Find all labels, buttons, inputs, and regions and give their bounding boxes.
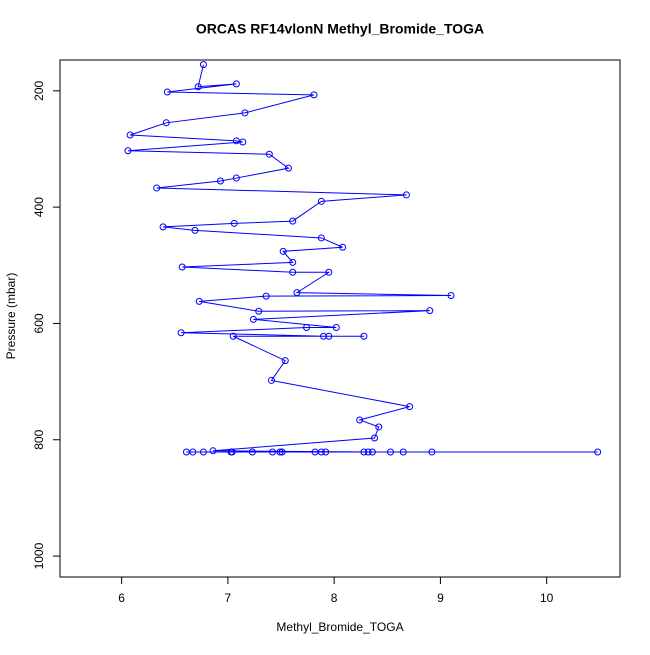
data-point (426, 307, 434, 315)
data-point (153, 184, 161, 192)
data-point (230, 219, 238, 227)
data-point (262, 292, 270, 300)
data-point (279, 247, 287, 255)
data-point (162, 119, 170, 127)
data-point (406, 403, 414, 411)
data-point (364, 448, 372, 456)
data-point (228, 448, 236, 456)
data-point (248, 448, 256, 456)
x-axis-label: Methyl_Bromide_TOGA (276, 620, 403, 634)
y-tick-label: 800 (32, 429, 46, 449)
data-point (232, 137, 240, 145)
data-point (239, 138, 247, 146)
data-point (402, 191, 410, 199)
data-point (293, 289, 301, 297)
x-tick-label: 8 (331, 591, 338, 605)
data-point (325, 332, 333, 340)
x-tick-label: 6 (118, 591, 125, 605)
data-point (375, 423, 383, 431)
data-point (276, 448, 284, 456)
data-point (163, 88, 171, 96)
data-point (360, 448, 368, 456)
data-point (199, 448, 207, 456)
data-point (339, 243, 347, 251)
data-point (371, 434, 379, 442)
data-point (320, 332, 328, 340)
data-point (310, 91, 318, 99)
data-point (289, 217, 297, 225)
data-point (368, 448, 376, 456)
data-point (356, 416, 364, 424)
data-point (447, 292, 455, 300)
data-point (278, 448, 286, 456)
data-point (303, 324, 311, 332)
data-point (269, 448, 277, 456)
x-tick-label: 7 (225, 591, 232, 605)
data-point (284, 164, 292, 172)
data-point (325, 268, 333, 276)
data-point (332, 324, 340, 332)
data-point (124, 147, 132, 155)
data-point (428, 448, 436, 456)
y-tick-label: 600 (32, 313, 46, 333)
data-point (195, 297, 203, 305)
data-point (159, 223, 167, 231)
data-point (317, 197, 325, 205)
y-tick-label: 400 (32, 197, 46, 217)
data-point (216, 177, 224, 185)
data-point (232, 174, 240, 182)
data-point (360, 332, 368, 340)
x-tick-label: 10 (540, 591, 554, 605)
data-point (399, 448, 407, 456)
data-point (178, 263, 186, 271)
data-point (265, 150, 273, 158)
data-point (311, 448, 319, 456)
data-point (594, 448, 602, 456)
y-tick-label: 200 (32, 80, 46, 100)
data-point (189, 448, 197, 456)
data-point (322, 448, 330, 456)
chart-title: ORCAS RF14vlonN Methyl_Bromide_TOGA (196, 21, 484, 37)
data-point (241, 109, 249, 117)
data-point (317, 234, 325, 242)
data-point (232, 80, 240, 88)
data-point (229, 332, 237, 340)
y-tick-label: 1000 (32, 542, 46, 569)
data-point (249, 315, 257, 323)
data-point (289, 258, 297, 266)
y-axis-label: Pressure (mbar) (4, 273, 18, 360)
data-point (199, 61, 207, 69)
data-point (386, 448, 394, 456)
x-tick-label: 9 (437, 591, 444, 605)
data-line (127, 64, 598, 453)
data-point (177, 329, 185, 337)
data-point (126, 131, 134, 139)
data-point (267, 376, 275, 384)
data-point (289, 268, 297, 276)
data-point (209, 447, 217, 455)
data-point (194, 83, 202, 91)
plot-frame (59, 59, 621, 578)
data-point (191, 226, 199, 234)
data-point (255, 307, 263, 315)
data-point (281, 357, 289, 365)
